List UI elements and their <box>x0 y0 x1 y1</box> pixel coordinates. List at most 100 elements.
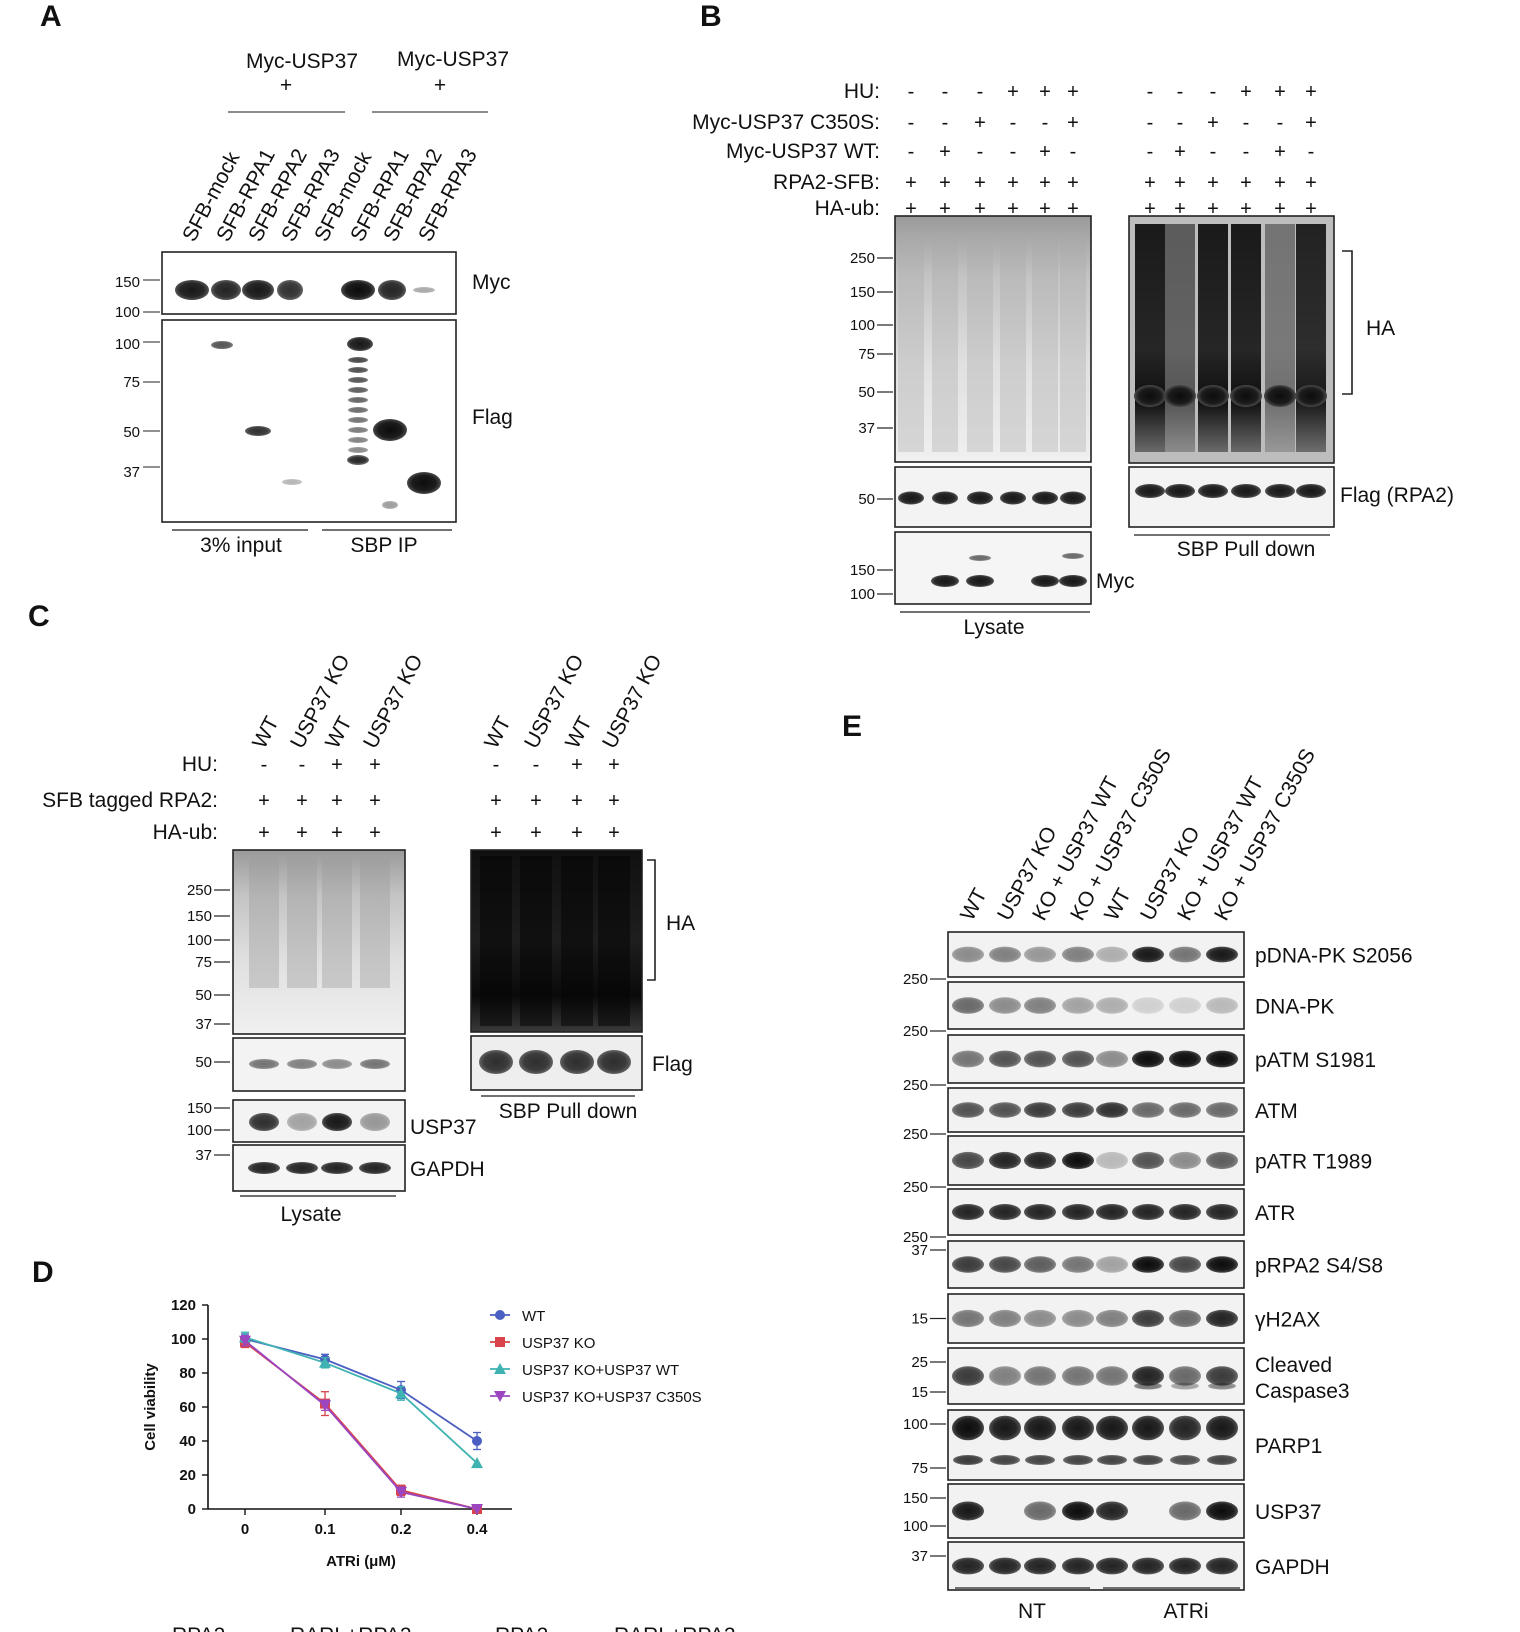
e-blot-8: 25 15 Cleaved Caspase3 <box>911 1347 1350 1405</box>
flag-band-ladder <box>348 397 368 403</box>
c-usp37-band <box>322 1113 352 1131</box>
a-group-plus-1: + <box>280 74 292 97</box>
b-flag-band <box>967 491 993 505</box>
d-data-point <box>471 1504 483 1515</box>
e-blot-label: pATM S1981 <box>1255 1049 1376 1072</box>
c-marker: 37 <box>195 1016 212 1033</box>
c-ly-smear <box>360 858 390 988</box>
c-sign: + <box>331 790 343 812</box>
c-pd-flag-band <box>597 1050 631 1074</box>
c-label-gapdh: GAPDH <box>410 1158 485 1181</box>
e-blot-label: γH2AX <box>1255 1309 1320 1332</box>
c-marker: 50 <box>195 1054 212 1071</box>
b-sign: - <box>942 112 949 134</box>
d-series-line <box>244 1341 478 1510</box>
b-sign: - <box>1147 141 1154 163</box>
e-band <box>1132 997 1164 1014</box>
c-sign: + <box>530 822 542 844</box>
a-marker-100b: 100 <box>115 336 140 353</box>
b-sign: + <box>1039 81 1051 103</box>
c-sign: + <box>296 790 308 812</box>
e-band <box>1206 1102 1238 1118</box>
e-band <box>1024 1366 1056 1386</box>
myc-band <box>175 280 209 300</box>
d-y-axis-label: Cell viability <box>142 1363 159 1451</box>
c-marker: 50 <box>195 987 212 1004</box>
e-band <box>1132 1309 1164 1328</box>
b-sign: + <box>1039 198 1051 220</box>
c-flag-band <box>287 1059 317 1069</box>
e-band <box>1169 1102 1201 1118</box>
b-sign: - <box>1210 81 1217 103</box>
d-y-tick-label: 20 <box>179 1467 196 1484</box>
e-band <box>1062 1309 1094 1328</box>
flag-band-ladder <box>348 427 368 433</box>
flag-band-ladder <box>348 437 368 443</box>
c-marker: 37 <box>195 1147 212 1164</box>
e-band <box>1024 1256 1056 1273</box>
e-band <box>1096 1102 1128 1118</box>
e-blot-5: 250 ATR <box>903 1188 1295 1246</box>
b-flag-band <box>1060 491 1086 505</box>
b-ly-smear <box>1000 232 1026 452</box>
b-sign: - <box>1010 112 1017 134</box>
d-x-tick-label: 0 <box>241 1521 249 1538</box>
b-sign: + <box>1207 172 1219 194</box>
c-pd-flag-band <box>479 1050 513 1074</box>
e-band <box>1096 1415 1128 1441</box>
b-sign: + <box>1274 198 1286 220</box>
b-sign: + <box>905 172 917 194</box>
c-row-label: HA-ub: <box>153 821 218 844</box>
c-sign: + <box>490 822 502 844</box>
b-row-label: Myc-USP37 C350S: <box>692 111 880 134</box>
e-band <box>1132 1151 1164 1170</box>
e-band <box>1169 997 1201 1014</box>
e-band <box>1024 1050 1056 1068</box>
e-band <box>1063 1455 1093 1465</box>
e-marker: 250 <box>903 1179 928 1196</box>
e-band <box>1132 1256 1164 1273</box>
b-sign: - <box>1243 112 1250 134</box>
c-flag-band <box>249 1059 279 1069</box>
b-pd-band-50 <box>1230 385 1262 407</box>
e-band <box>989 1203 1021 1221</box>
b-label-flag: Flag (RPA2) <box>1340 484 1454 507</box>
b-sign: + <box>939 198 951 220</box>
d-legend-label: USP37 KO <box>522 1335 595 1352</box>
b-sign: + <box>1305 112 1317 134</box>
e-band <box>1206 1151 1238 1170</box>
e-band <box>952 946 984 963</box>
e-band <box>1096 1256 1128 1273</box>
a-marker-37: 37 <box>123 464 140 481</box>
e-band <box>1169 1050 1201 1068</box>
e-band <box>1169 1203 1201 1221</box>
c-usp37-band <box>360 1113 390 1131</box>
e-band <box>1062 1415 1094 1441</box>
c-ly-smear <box>322 858 352 988</box>
myc-band <box>211 280 241 300</box>
b-sign: - <box>942 81 949 103</box>
b-flag-band <box>1296 484 1326 498</box>
panel-d-chart: 0 20 40 60 80 100 120 0 0.1 0.2 0.4 ATRi (μM) Cell v… <box>142 1297 702 1570</box>
c-sign: + <box>296 822 308 844</box>
b-sign: - <box>1177 112 1184 134</box>
c-lane-label: WT <box>321 713 357 753</box>
e-band <box>952 1309 984 1328</box>
e-band <box>1206 997 1238 1014</box>
c-marker: 150 <box>187 908 212 925</box>
a-group-header-2: Myc-USP37 <box>397 48 509 71</box>
e-band <box>1096 1557 1128 1575</box>
e-blot-label: pATR T1989 <box>1255 1151 1372 1174</box>
e-band <box>1024 1415 1056 1441</box>
e-band <box>1024 997 1056 1014</box>
e-marker: 250 <box>903 1077 928 1094</box>
e-band <box>952 1256 984 1273</box>
e-band <box>1096 1050 1128 1068</box>
e-band <box>1171 1382 1199 1390</box>
flag-band-ip-rpa1 <box>347 337 373 351</box>
d-data-point <box>471 1457 483 1469</box>
d-data-point <box>239 1335 251 1347</box>
e-band <box>1132 946 1164 963</box>
c-pd-flag-band <box>519 1050 553 1074</box>
b-sign: + <box>1067 172 1079 194</box>
